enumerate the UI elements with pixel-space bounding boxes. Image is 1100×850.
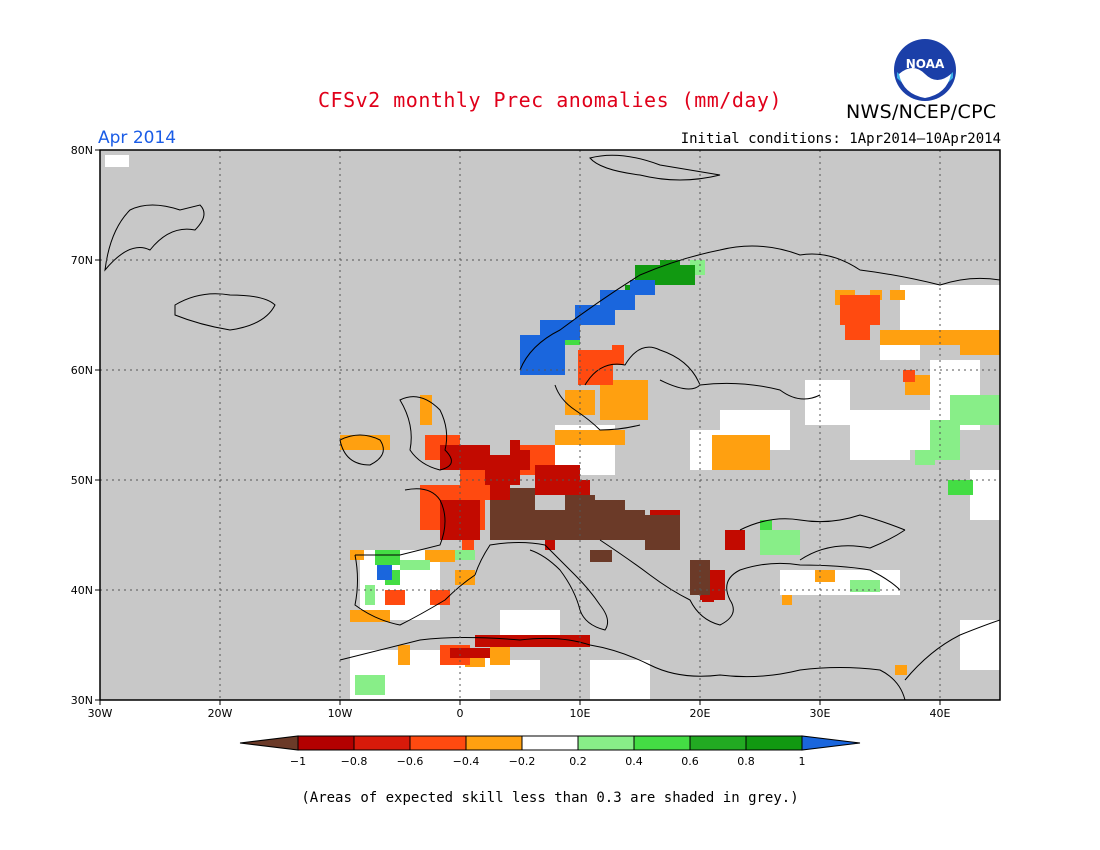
lon-label: 30W: [88, 707, 113, 720]
colorbar-swatch: [689, 735, 747, 751]
colorbar-tick-label: 0.8: [737, 755, 755, 768]
organization-label: NWS/NCEP/CPC: [846, 101, 997, 123]
colorbar-tick-label: −0.2: [509, 755, 536, 768]
latitude-labels: 80N 70N 60N 50N 40N 30N: [71, 144, 93, 707]
coastlines: [104, 154, 1000, 700]
lat-label: 50N: [71, 474, 93, 487]
colorbar-swatch: [297, 735, 355, 751]
lon-label: 30E: [810, 707, 831, 720]
map-frame: [99, 149, 1001, 701]
colorbar-tick-label: 0.4: [625, 755, 643, 768]
lat-label: 80N: [71, 144, 93, 157]
colorbar-swatch: [745, 735, 803, 751]
lon-label: 10E: [570, 707, 591, 720]
colorbar-tick-label: −0.8: [341, 755, 368, 768]
anomaly-layer: [105, 155, 1000, 700]
lon-label: 20W: [208, 707, 233, 720]
colorbar-swatch: [409, 735, 467, 751]
colorbar-swatch: [521, 735, 579, 751]
lat-label: 70N: [71, 254, 93, 267]
colorbar-swatch: [577, 735, 635, 751]
lat-label: 30N: [71, 694, 93, 707]
colorbar-swatch: [633, 735, 691, 751]
lat-label: 40N: [71, 584, 93, 597]
longitude-labels: 30W 20W 10W 0 10E 20E 30E 40E: [88, 707, 951, 720]
colorbar-swatch: [353, 735, 411, 751]
lon-label: 0: [457, 707, 464, 720]
chart-title: CFSv2 monthly Prec anomalies (mm/day): [317, 88, 783, 112]
initial-conditions: Initial conditions: 1Apr2014–10Apr2014: [680, 131, 1001, 147]
colorbar-arrow-high: [801, 735, 861, 751]
colorbar-tick-label: −0.6: [397, 755, 424, 768]
lon-label: 10W: [328, 707, 353, 720]
colorbar: −1 −0.8 −0.6 −0.4 −0.2 0.2 0.4 0.6 0.8 1: [239, 735, 861, 768]
colorbar-tick-label: −1: [290, 755, 306, 768]
lon-label: 20E: [690, 707, 711, 720]
noaa-logo-icon: NOAA: [894, 39, 956, 101]
colorbar-arrow-low: [239, 735, 299, 751]
footnote: (Areas of expected skill less than 0.3 a…: [301, 790, 799, 806]
colorbar-tick-label: 0.6: [681, 755, 699, 768]
colorbar-tick-label: 0.2: [569, 755, 587, 768]
axis-ticks: [95, 149, 941, 705]
forecast-month: Apr 2014: [98, 128, 177, 148]
colorbar-swatch: [465, 735, 523, 751]
lat-label: 60N: [71, 364, 93, 377]
colorbar-tick-label: −0.4: [453, 755, 480, 768]
logo-text: NOAA: [906, 57, 945, 71]
gridlines: [100, 150, 1000, 700]
colorbar-tick-label: 1: [799, 755, 806, 768]
lon-label: 40E: [930, 707, 951, 720]
